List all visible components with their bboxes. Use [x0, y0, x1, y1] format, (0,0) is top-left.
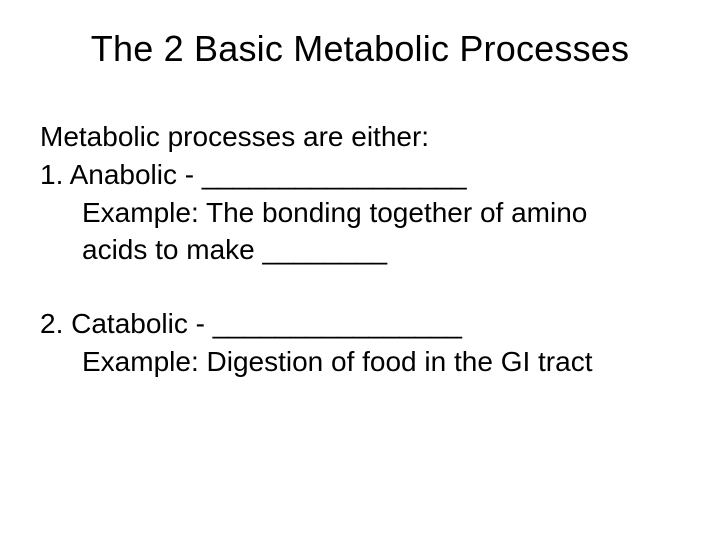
list-item-2-example: Example: Digestion of food in the GI tra… [40, 343, 680, 381]
spacer [40, 269, 680, 305]
list-item-1-example-line2: acids to make ________ [40, 231, 680, 269]
list-item-2: 2. Catabolic - ________________ [40, 305, 680, 343]
list-item-1-example-line1: Example: The bonding together of amino [40, 194, 680, 232]
intro-text: Metabolic processes are either: [40, 118, 680, 156]
slide-body: Metabolic processes are either: 1. Anabo… [40, 118, 680, 381]
list-item-1: 1. Anabolic - _________________ [40, 156, 680, 194]
slide: The 2 Basic Metabolic Processes Metaboli… [0, 0, 720, 540]
slide-title: The 2 Basic Metabolic Processes [40, 28, 680, 70]
